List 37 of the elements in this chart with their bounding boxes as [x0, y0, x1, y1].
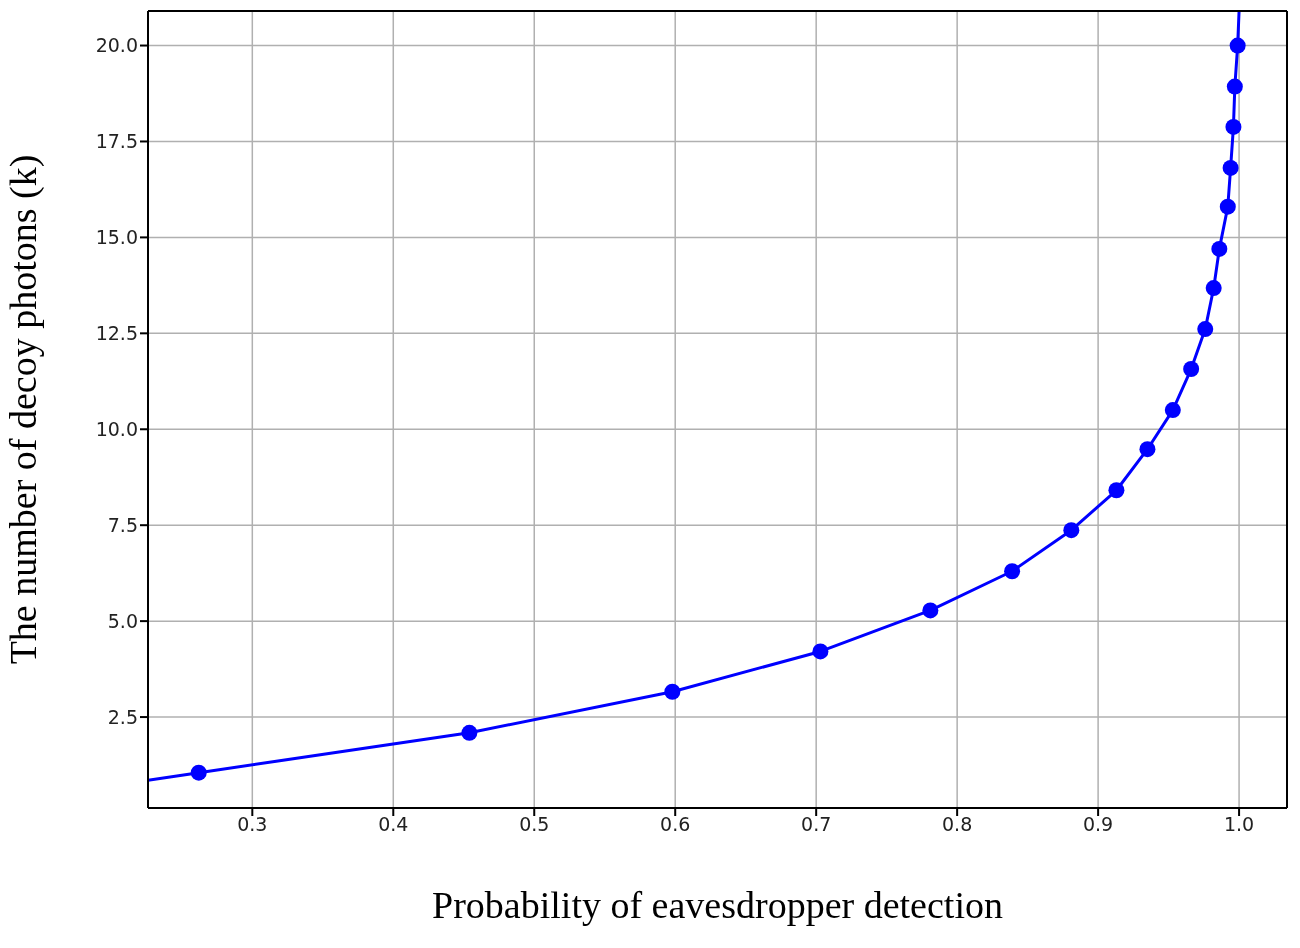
point: [1139, 441, 1156, 458]
point: [190, 764, 207, 781]
point: [1063, 522, 1080, 539]
point: [1226, 78, 1243, 95]
y-tick-label: 17.5: [95, 130, 138, 153]
point: [1222, 159, 1239, 176]
point: [1183, 361, 1200, 378]
point: [1164, 402, 1181, 419]
y-tick-label: 5.0: [107, 609, 138, 632]
point: [1197, 321, 1214, 338]
x-tick-label: 0.6: [660, 813, 691, 836]
y-tick-label: 10.0: [95, 418, 138, 441]
point: [922, 602, 939, 619]
x-tick-label: 1.0: [1223, 813, 1255, 836]
x-tick-label: 0.5: [519, 813, 550, 836]
x-tick-label: 0.4: [378, 813, 409, 836]
point: [461, 724, 478, 741]
point: [664, 683, 681, 700]
x-tick-label: 0.7: [801, 813, 832, 836]
y-tick-label: 7.5: [107, 513, 138, 536]
y-tick-label: 12.5: [95, 322, 138, 345]
x-tick-label: 0.3: [237, 813, 268, 836]
point: [1225, 118, 1242, 135]
point: [1108, 482, 1125, 499]
x-axis-title: Probability of eavesdropper detection: [432, 884, 1003, 926]
x-tick-label: 0.9: [1083, 813, 1114, 836]
point: [812, 643, 829, 660]
y-axis-title: The number of decoy photons (k): [2, 154, 46, 665]
point: [1004, 563, 1021, 580]
y-tick-label: 15.0: [95, 226, 138, 249]
y-tick-label: 2.5: [107, 705, 138, 728]
x-tick-label: 0.8: [942, 813, 973, 836]
y-tick-label: 20.0: [95, 34, 138, 57]
point: [1205, 280, 1222, 297]
point: [1211, 240, 1228, 257]
point: [1229, 37, 1246, 54]
point: [1219, 198, 1236, 215]
